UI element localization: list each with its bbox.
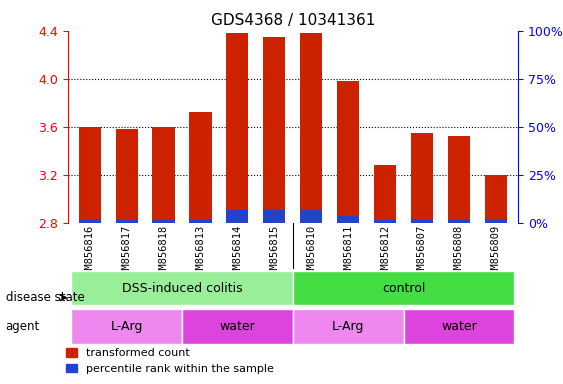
Bar	[300, 33, 322, 223]
Text: agent: agent	[6, 320, 40, 333]
Text: GSM856812: GSM856812	[380, 225, 390, 281]
Text: GSM856813: GSM856813	[195, 225, 205, 281]
FancyBboxPatch shape	[72, 309, 182, 344]
Bar	[448, 220, 470, 223]
Bar	[153, 127, 175, 223]
Bar	[337, 81, 359, 223]
Bar	[226, 33, 248, 223]
Text: GSM856809: GSM856809	[491, 225, 501, 281]
Bar	[485, 175, 507, 223]
Bar	[79, 220, 101, 223]
FancyBboxPatch shape	[404, 309, 514, 344]
Text: DSS-induced colitis: DSS-induced colitis	[122, 281, 242, 295]
Bar	[485, 220, 507, 223]
FancyBboxPatch shape	[293, 271, 514, 305]
Title: GDS4368 / 10341361: GDS4368 / 10341361	[211, 13, 375, 28]
Text: GSM856810: GSM856810	[306, 225, 316, 281]
Bar	[115, 220, 138, 223]
Text: GSM856817: GSM856817	[122, 225, 132, 281]
Text: GSM856811: GSM856811	[343, 225, 353, 281]
Text: GSM856815: GSM856815	[269, 225, 279, 281]
Bar	[79, 127, 101, 223]
Text: control: control	[382, 281, 425, 295]
Text: GSM856808: GSM856808	[454, 225, 464, 281]
Bar	[263, 210, 285, 223]
Text: GSM856814: GSM856814	[233, 225, 243, 281]
Text: L-Arg: L-Arg	[110, 320, 143, 333]
Text: GSM856818: GSM856818	[159, 225, 168, 281]
Bar	[153, 220, 175, 223]
Bar	[189, 220, 212, 223]
Bar	[448, 136, 470, 223]
Bar	[411, 220, 433, 223]
Bar	[374, 165, 396, 223]
FancyBboxPatch shape	[182, 309, 293, 344]
Bar	[189, 112, 212, 223]
Bar	[263, 37, 285, 223]
Bar	[411, 133, 433, 223]
FancyBboxPatch shape	[72, 271, 293, 305]
Bar	[115, 129, 138, 223]
FancyBboxPatch shape	[293, 309, 404, 344]
Text: water: water	[220, 320, 255, 333]
Legend: transformed count, percentile rank within the sample: transformed count, percentile rank withi…	[62, 344, 279, 379]
Text: GSM856816: GSM856816	[84, 225, 95, 281]
Text: disease state: disease state	[6, 291, 84, 304]
Bar	[374, 220, 396, 223]
Text: GSM856807: GSM856807	[417, 225, 427, 281]
Bar	[226, 210, 248, 223]
Text: L-Arg: L-Arg	[332, 320, 364, 333]
Bar	[337, 216, 359, 223]
Text: water: water	[441, 320, 477, 333]
Bar	[300, 210, 322, 223]
